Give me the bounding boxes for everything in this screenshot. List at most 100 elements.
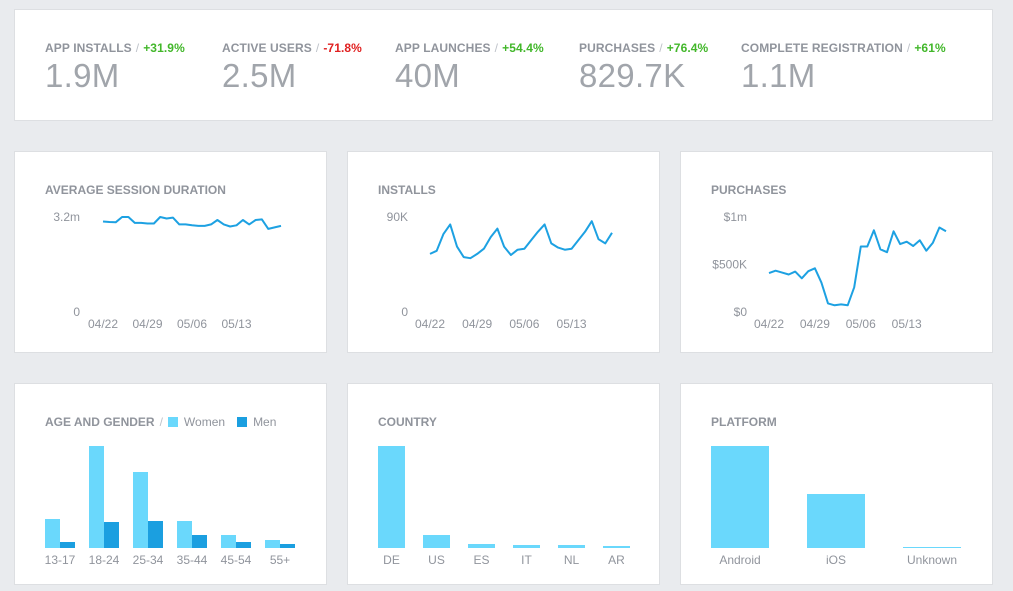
category-label: IT — [521, 553, 532, 567]
category-label: 55+ — [270, 553, 290, 567]
y-tick-label: 0 — [73, 305, 80, 319]
age-gender-panel: AGE AND GENDER / Women Men 13-17 18-24 25-34 3… — [14, 383, 327, 585]
platform-panel: PLATFORM Android iOS Unknown — [680, 383, 993, 585]
bar-women — [133, 472, 148, 548]
bar-men — [104, 522, 119, 548]
panel-title: AGE AND GENDER / Women Men — [45, 415, 277, 429]
women-swatch — [167, 417, 178, 427]
series-line — [429, 220, 613, 260]
kpi-delta: -71.8% — [323, 41, 362, 55]
bar-ar — [603, 546, 630, 548]
bar-men — [236, 542, 251, 548]
men-swatch — [237, 417, 248, 427]
y-tick-label: 0 — [401, 305, 408, 319]
kpi-label: ACTIVE USERS — [222, 41, 312, 55]
series-line — [768, 226, 947, 307]
panel-title: PLATFORM — [711, 415, 777, 429]
category-label: 25-34 — [133, 553, 164, 567]
category-label: 35-44 — [177, 553, 208, 567]
y-tick-label: $1m — [724, 210, 747, 224]
bar-men — [280, 544, 295, 548]
category-label: DE — [383, 553, 400, 567]
y-tick-label: $500K — [712, 258, 747, 272]
kpi-delta: +54.4% — [502, 41, 544, 55]
kpi-delta: +61% — [914, 41, 946, 55]
bar-women — [89, 446, 104, 548]
bar-ios — [807, 494, 865, 548]
legend-men[interactable]: Men — [253, 415, 277, 429]
y-tick-label: 90K — [387, 210, 408, 224]
category-label: 13-17 — [45, 553, 76, 567]
panel-title: PURCHASES — [711, 183, 787, 197]
kpi-summary-card: APP INSTALLS / +31.9% 1.9M ACTIVE USERS / -7… — [14, 9, 993, 121]
x-tick-label: 05/13 — [557, 317, 587, 331]
x-tick-label: 05/06 — [846, 317, 876, 331]
kpi-value: 829.7K — [579, 57, 686, 94]
purchases-chart[interactable]: $1m $500K $0 04/22 04/29 05/06 05/13 — [681, 152, 992, 352]
bar-men — [60, 542, 75, 548]
kpi-delta: +76.4% — [666, 41, 709, 55]
legend-women[interactable]: Women — [183, 415, 226, 429]
purchases-panel: PURCHASES $1m $500K $0 04/22 04/29 05/06 05/13 — [680, 151, 993, 353]
bar-men — [148, 521, 163, 548]
panel-title: INSTALLS — [378, 183, 436, 197]
platform-chart[interactable]: Android iOS Unknown — [681, 384, 992, 584]
bar-nl — [558, 545, 585, 548]
installs-panel: INSTALLS 90K 0 04/22 04/29 05/06 05/13 — [347, 151, 660, 353]
kpi-purchases[interactable]: PURCHASES / +76.4% 829.7K — [579, 41, 709, 94]
x-tick-label: 04/22 — [88, 317, 118, 331]
x-tick-label: 05/13 — [892, 317, 922, 331]
bar-es — [468, 544, 495, 548]
panel-title-text: AGE AND GENDER — [45, 415, 155, 429]
panel-title: AVERAGE SESSION DURATION — [45, 183, 226, 197]
x-tick-label: 05/06 — [177, 317, 207, 331]
kpi-label: PURCHASES — [579, 41, 656, 55]
kpi-label: COMPLETE REGISTRATION — [741, 41, 903, 55]
country-chart[interactable]: DE US ES IT NL AR — [348, 384, 659, 584]
bar-unknown — [903, 547, 961, 548]
kpi-value: 1.9M — [45, 57, 120, 94]
age-gender-chart[interactable]: 13-17 18-24 25-34 35-44 45-54 55+ — [15, 384, 326, 584]
category-label: AR — [608, 553, 625, 567]
panel-title: COUNTRY — [378, 415, 437, 429]
kpi-active-users[interactable]: ACTIVE USERS / -71.8% 2.5M — [222, 41, 362, 94]
category-label: iOS — [826, 553, 846, 567]
kpi-value: 1.1M — [741, 57, 816, 94]
x-tick-label: 05/06 — [509, 317, 539, 331]
x-tick-label: 05/13 — [221, 317, 251, 331]
category-label: Unknown — [907, 553, 957, 567]
category-label: ES — [473, 553, 489, 567]
x-tick-label: 04/29 — [132, 317, 162, 331]
bar-women — [177, 521, 192, 548]
kpi-delta: +31.9% — [143, 41, 185, 55]
bar-us — [423, 535, 450, 548]
category-label: NL — [564, 553, 580, 567]
x-tick-label: 04/22 — [415, 317, 445, 331]
kpi-value: 2.5M — [222, 57, 297, 94]
bar-women — [221, 535, 236, 548]
category-label: 18-24 — [89, 553, 120, 567]
bar-android — [711, 446, 769, 548]
kpi-label: APP LAUNCHES — [395, 41, 491, 55]
kpi-app-launches[interactable]: APP LAUNCHES / +54.4% 40M — [395, 41, 544, 94]
kpi-app-installs[interactable]: APP INSTALLS / +31.9% 1.9M — [45, 41, 185, 94]
y-tick-label: 3.2m — [53, 210, 80, 224]
bar-it — [513, 545, 540, 548]
category-label: US — [428, 553, 445, 567]
kpi-complete-registration[interactable]: COMPLETE REGISTRATION / +61% 1.1M — [741, 41, 946, 94]
category-label: Android — [719, 553, 760, 567]
x-tick-label: 04/29 — [462, 317, 492, 331]
series-line — [102, 216, 282, 230]
installs-chart[interactable]: 90K 0 04/22 04/29 05/06 05/13 — [348, 152, 659, 352]
bar-women — [45, 519, 60, 548]
country-panel: COUNTRY DE US ES IT NL AR — [347, 383, 660, 585]
category-label: 45-54 — [221, 553, 252, 567]
bar-de — [378, 446, 405, 548]
bar-women — [265, 540, 280, 548]
x-tick-label: 04/29 — [800, 317, 830, 331]
y-tick-label: $0 — [734, 305, 748, 319]
kpi-label: APP INSTALLS — [45, 41, 132, 55]
session-duration-chart[interactable]: 3.2m 0 04/22 04/29 05/06 05/13 — [15, 152, 326, 352]
kpi-value: 40M — [395, 57, 461, 94]
x-tick-label: 04/22 — [754, 317, 784, 331]
